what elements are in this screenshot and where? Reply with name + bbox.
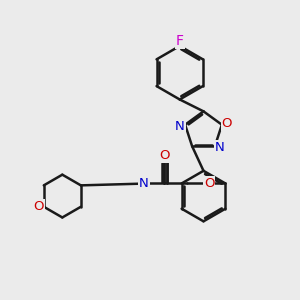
Text: N: N <box>139 177 148 190</box>
Text: O: O <box>204 177 214 190</box>
Text: F: F <box>176 34 184 48</box>
Text: N: N <box>175 120 185 133</box>
Text: O: O <box>33 200 44 213</box>
Text: O: O <box>222 117 232 130</box>
Text: O: O <box>159 149 170 162</box>
Text: N: N <box>215 141 225 154</box>
